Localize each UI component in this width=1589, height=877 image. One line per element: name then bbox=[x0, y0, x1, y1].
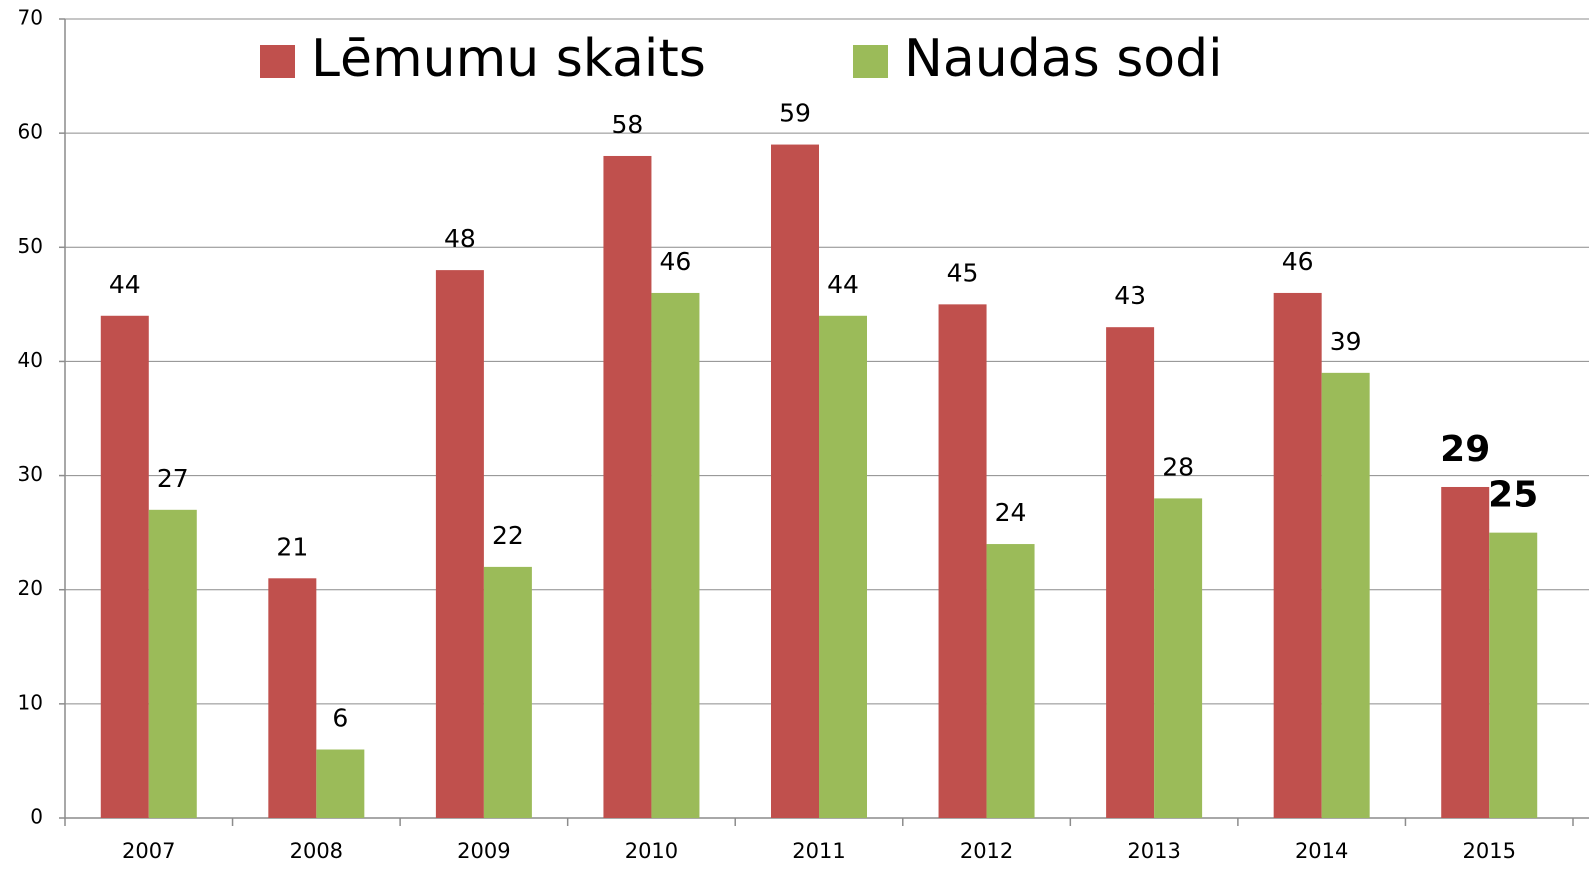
data-label: 58 bbox=[612, 110, 644, 139]
y-tick-label: 60 bbox=[18, 120, 43, 144]
x-tick-label: 2015 bbox=[1462, 839, 1515, 863]
legend-swatch bbox=[853, 45, 888, 78]
data-label: 46 bbox=[1282, 247, 1314, 276]
bar bbox=[268, 578, 317, 818]
x-tick-label: 2011 bbox=[792, 839, 845, 863]
y-tick-label: 20 bbox=[18, 576, 43, 600]
bar bbox=[1489, 532, 1538, 818]
x-tick-label: 2008 bbox=[290, 839, 343, 863]
bar bbox=[651, 292, 700, 818]
bar bbox=[1441, 486, 1490, 818]
data-label: 22 bbox=[492, 521, 524, 550]
legend-swatch bbox=[260, 45, 295, 78]
data-label: 59 bbox=[779, 99, 811, 128]
data-label: 44 bbox=[827, 270, 859, 299]
x-tick-label: 2009 bbox=[457, 839, 510, 863]
bar bbox=[1106, 327, 1155, 818]
bar bbox=[1154, 498, 1203, 818]
data-label: 28 bbox=[1162, 452, 1194, 481]
legend-label: Naudas sodi bbox=[904, 29, 1223, 89]
data-label: 24 bbox=[995, 498, 1027, 527]
x-tick-label: 2013 bbox=[1127, 839, 1180, 863]
bar bbox=[316, 749, 365, 818]
bar bbox=[435, 270, 484, 819]
bar bbox=[1273, 292, 1322, 818]
bar bbox=[1321, 372, 1370, 818]
data-label: 29 bbox=[1440, 429, 1490, 470]
data-label: 25 bbox=[1488, 475, 1538, 516]
bar bbox=[986, 544, 1035, 818]
data-label: 6 bbox=[332, 704, 348, 733]
legend-label: Lēmumu skaits bbox=[311, 29, 706, 89]
bar bbox=[819, 315, 867, 818]
bar bbox=[100, 315, 149, 818]
x-tick-label: 2012 bbox=[960, 839, 1013, 863]
bar bbox=[771, 144, 819, 819]
bar bbox=[483, 566, 532, 818]
data-label: 21 bbox=[276, 532, 308, 561]
y-tick-label: 10 bbox=[18, 690, 43, 714]
x-tick-label: 2010 bbox=[625, 839, 678, 863]
y-tick-label: 0 bbox=[30, 805, 43, 829]
data-label: 48 bbox=[444, 224, 476, 253]
data-label: 45 bbox=[947, 258, 979, 287]
data-label: 44 bbox=[109, 270, 141, 299]
data-label: 43 bbox=[1114, 281, 1146, 310]
data-label: 39 bbox=[1330, 327, 1362, 356]
y-tick-label: 40 bbox=[18, 348, 43, 372]
data-label: 46 bbox=[660, 247, 692, 276]
y-tick-label: 70 bbox=[18, 6, 43, 30]
y-tick-label: 30 bbox=[18, 462, 43, 486]
bar bbox=[603, 155, 652, 818]
x-tick-label: 2014 bbox=[1295, 839, 1348, 863]
bar bbox=[148, 509, 197, 818]
data-label: 27 bbox=[157, 464, 189, 493]
y-tick-label: 50 bbox=[18, 234, 43, 258]
bar bbox=[938, 304, 987, 818]
x-tick-label: 2007 bbox=[122, 839, 175, 863]
